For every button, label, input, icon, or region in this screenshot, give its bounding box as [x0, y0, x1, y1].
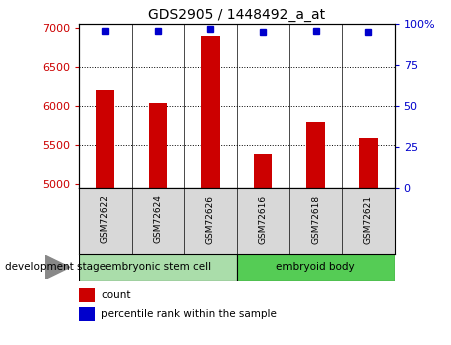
Text: embryonic stem cell: embryonic stem cell	[105, 263, 211, 272]
Bar	[79, 288, 95, 302]
Text: count: count	[101, 290, 130, 300]
Text: GSM72622: GSM72622	[101, 195, 110, 244]
Bar	[149, 103, 167, 188]
Bar	[201, 36, 220, 188]
Bar	[307, 122, 325, 188]
Text: GSM72624: GSM72624	[153, 195, 162, 244]
Bar	[237, 254, 395, 281]
Text: development stage: development stage	[5, 263, 106, 272]
Text: GSM72621: GSM72621	[364, 195, 373, 244]
Bar	[359, 138, 377, 188]
Bar	[79, 254, 237, 281]
Bar	[79, 307, 95, 321]
Text: percentile rank within the sample: percentile rank within the sample	[101, 309, 277, 319]
Title: GDS2905 / 1448492_a_at: GDS2905 / 1448492_a_at	[148, 8, 325, 22]
Text: GSM72618: GSM72618	[311, 195, 320, 244]
Bar	[96, 90, 115, 188]
Text: GSM72626: GSM72626	[206, 195, 215, 244]
Polygon shape	[45, 255, 70, 279]
Text: embryoid body: embryoid body	[276, 263, 355, 272]
Bar	[254, 155, 272, 188]
Text: GSM72616: GSM72616	[258, 195, 267, 244]
